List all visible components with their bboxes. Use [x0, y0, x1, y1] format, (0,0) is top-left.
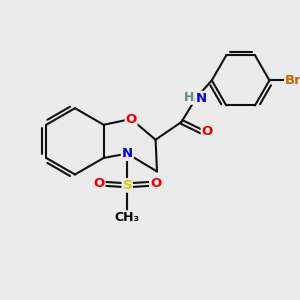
Text: Br: Br — [285, 74, 300, 87]
Text: O: O — [125, 112, 137, 125]
Text: O: O — [93, 177, 105, 190]
Text: CH₃: CH₃ — [115, 211, 140, 224]
Text: S: S — [127, 217, 128, 218]
Text: H: H — [184, 91, 194, 104]
Text: N: N — [196, 92, 207, 105]
Text: N: N — [122, 147, 133, 160]
Text: O: O — [202, 125, 213, 139]
Text: S: S — [122, 179, 132, 192]
Text: S: S — [127, 216, 128, 217]
Text: O: O — [150, 177, 161, 190]
